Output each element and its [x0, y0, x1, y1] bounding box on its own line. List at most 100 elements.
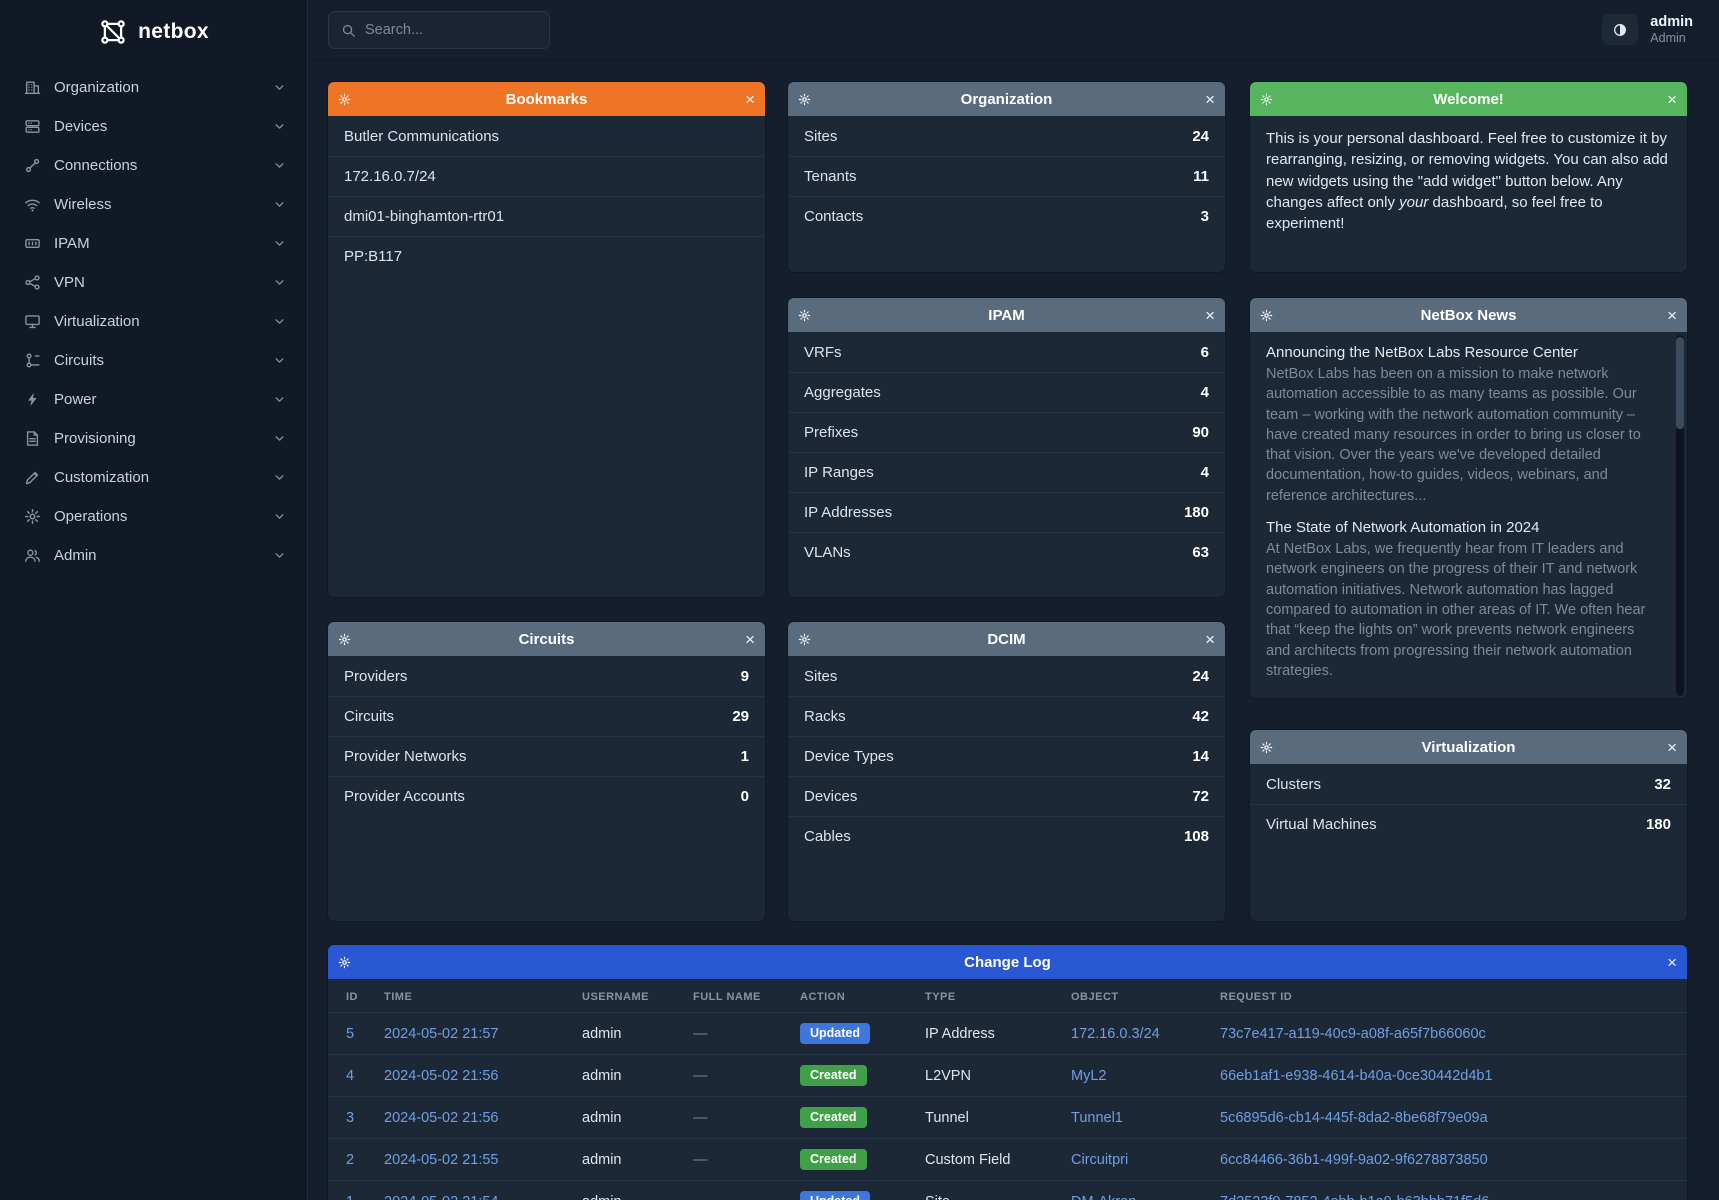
sidebar-item-customization[interactable]: Customization	[0, 458, 307, 497]
stat-row[interactable]: Devices 72	[788, 776, 1225, 816]
bookmark-item[interactable]: Butler Communications	[328, 116, 765, 156]
scrollbar-track[interactable]	[1676, 335, 1684, 696]
news-article: The State of Network Automation in 2024 …	[1266, 519, 1661, 681]
stat-value: 29	[732, 708, 749, 725]
scrollbar-thumb[interactable]	[1676, 337, 1684, 429]
stat-row[interactable]: IP Addresses 180	[788, 492, 1225, 532]
sidebar-item-ipam[interactable]: IPAM	[0, 224, 307, 263]
widget-close-button[interactable]: ×	[1205, 89, 1215, 109]
sidebar-item-power[interactable]: Power	[0, 380, 307, 419]
search-input[interactable]	[365, 22, 537, 38]
stat-row[interactable]: Racks 42	[788, 696, 1225, 736]
changelog-request-id-link[interactable]: 66eb1af1-e938-4614-b40a-0ce30442d4b1	[1220, 1067, 1493, 1084]
stat-row[interactable]: Clusters 32	[1250, 764, 1687, 804]
sidebar-item-label: IPAM	[54, 235, 90, 252]
widget-config-button[interactable]	[798, 633, 820, 646]
stat-label: Clusters	[1266, 775, 1322, 793]
changelog-row: 1 2024-05-02 21:54 admin — Updated Site …	[328, 1180, 1687, 1200]
bookmark-label[interactable]: 172.16.0.7/24	[344, 168, 436, 185]
stat-row[interactable]: Prefixes 90	[788, 412, 1225, 452]
widget-config-button[interactable]	[338, 93, 360, 106]
widget-close-button[interactable]: ×	[1205, 629, 1215, 649]
sidebar-item-connections[interactable]: Connections	[0, 146, 307, 185]
sidebar-item-virtualization[interactable]: Virtualization	[0, 302, 307, 341]
changelog-id-link[interactable]: 4	[346, 1067, 355, 1084]
widget-close-button[interactable]: ×	[745, 89, 755, 109]
changelog-object-link[interactable]: MyL2	[1071, 1067, 1107, 1084]
bookmark-item[interactable]: 172.16.0.7/24	[328, 156, 765, 196]
changelog-request-id-link[interactable]: 5c6895d6-cb14-445f-8da2-8be68f79e09a	[1220, 1109, 1488, 1126]
document-icon	[24, 430, 41, 447]
changelog-time-link[interactable]: 2024-05-02 21:56	[384, 1067, 499, 1084]
stat-row[interactable]: IP Ranges 4	[788, 452, 1225, 492]
changelog-object-link[interactable]: Tunnel1	[1071, 1109, 1123, 1126]
changelog-request-id-link[interactable]: 6cc84466-36b1-499f-9a02-9f6278873850	[1220, 1151, 1488, 1168]
column-header-fullname: FULL NAME	[693, 991, 761, 1003]
changelog-time-link[interactable]: 2024-05-02 21:56	[384, 1109, 499, 1126]
widget-config-button[interactable]	[798, 309, 820, 322]
stat-row[interactable]: Tenants 11	[788, 156, 1225, 196]
sidebar-item-operations[interactable]: Operations	[0, 497, 307, 536]
widget-close-button[interactable]: ×	[1667, 89, 1677, 109]
changelog-time-link[interactable]: 2024-05-02 21:54	[384, 1194, 499, 1200]
chevron-down-icon	[272, 548, 287, 563]
sidebar-item-devices[interactable]: Devices	[0, 107, 307, 146]
news-article-title[interactable]: The State of Network Automation in 2024	[1266, 519, 1540, 537]
changelog-object-link[interactable]: 172.16.0.3/24	[1071, 1025, 1160, 1042]
changelog-request-id-link[interactable]: 73c7e417-a119-40c9-a08f-a65f7b66060c	[1220, 1025, 1486, 1042]
theme-toggle-button[interactable]	[1602, 14, 1639, 46]
bookmark-label[interactable]: PP:B117	[344, 248, 403, 265]
stat-row[interactable]: Cables 108	[788, 816, 1225, 856]
stat-row[interactable]: Provider Networks 1	[328, 736, 765, 776]
changelog-id-link[interactable]: 1	[346, 1194, 354, 1200]
news-article-title[interactable]: Announcing the NetBox Labs Resource Cent…	[1266, 344, 1578, 361]
stat-row[interactable]: Contacts 3	[788, 196, 1225, 236]
widget-close-button[interactable]: ×	[745, 629, 755, 649]
sidebar-item-organization[interactable]: Organization	[0, 68, 307, 107]
sidebar-item-vpn[interactable]: VPN	[0, 263, 307, 302]
user-menu[interactable]: admin Admin	[1650, 14, 1693, 45]
bookmark-label[interactable]: dmi01-binghamton-rtr01	[344, 208, 505, 225]
widget-ipam: IPAM × VRFs 6 Aggregates 4 Prefixes 90	[788, 298, 1225, 597]
widget-close-button[interactable]: ×	[1667, 737, 1677, 757]
widget-close-button[interactable]: ×	[1667, 305, 1677, 325]
bookmark-item[interactable]: PP:B117	[328, 236, 765, 276]
stat-value: 0	[740, 788, 749, 805]
sidebar-item-circuits[interactable]: Circuits	[0, 341, 307, 380]
changelog-request-id-link[interactable]: 7d2523f0-7852-4ebb-b1a9-b63bbb71f5d6	[1220, 1194, 1489, 1200]
changelog-id-link[interactable]: 3	[346, 1109, 355, 1126]
stat-row[interactable]: Device Types 14	[788, 736, 1225, 776]
widget-config-button[interactable]	[1260, 309, 1282, 322]
widget-close-button[interactable]: ×	[1205, 305, 1215, 325]
stat-row[interactable]: Providers 9	[328, 656, 765, 696]
widget-close-button[interactable]: ×	[1667, 952, 1677, 972]
welcome-text: This is your personal dashboard. Feel fr…	[1250, 116, 1687, 246]
changelog-object-link[interactable]: Circuitpri	[1071, 1151, 1129, 1168]
changelog-id-link[interactable]: 2	[346, 1151, 355, 1168]
changelog-id-link[interactable]: 5	[346, 1025, 355, 1042]
netbox-logo[interactable]: netbox	[0, 0, 307, 59]
stat-row[interactable]: Provider Accounts 0	[328, 776, 765, 816]
stat-row[interactable]: Circuits 29	[328, 696, 765, 736]
sidebar-item-wireless[interactable]: Wireless	[0, 185, 307, 224]
changelog-time-link[interactable]: 2024-05-02 21:57	[384, 1025, 499, 1042]
stat-row[interactable]: Sites 24	[788, 116, 1225, 156]
widget-config-button[interactable]	[1260, 741, 1282, 754]
widget-config-button[interactable]	[338, 956, 360, 969]
search-box[interactable]	[328, 11, 550, 49]
bookmark-item[interactable]: dmi01-binghamton-rtr01	[328, 196, 765, 236]
sidebar-nav: Organization Devices Connections Wireles…	[0, 68, 307, 575]
stat-row[interactable]: VLANs 63	[788, 532, 1225, 572]
stat-row[interactable]: VRFs 6	[788, 332, 1225, 372]
stat-row[interactable]: Sites 24	[788, 656, 1225, 696]
changelog-time-link[interactable]: 2024-05-02 21:55	[384, 1151, 499, 1168]
changelog-object-link[interactable]: DM-Akron	[1071, 1194, 1136, 1200]
stat-row[interactable]: Virtual Machines 180	[1250, 804, 1687, 844]
widget-config-button[interactable]	[1260, 93, 1282, 106]
stat-row[interactable]: Aggregates 4	[788, 372, 1225, 412]
widget-config-button[interactable]	[338, 633, 360, 646]
sidebar-item-provisioning[interactable]: Provisioning	[0, 419, 307, 458]
widget-config-button[interactable]	[798, 93, 820, 106]
bookmark-label[interactable]: Butler Communications	[344, 127, 500, 145]
sidebar-item-admin[interactable]: Admin	[0, 536, 307, 575]
